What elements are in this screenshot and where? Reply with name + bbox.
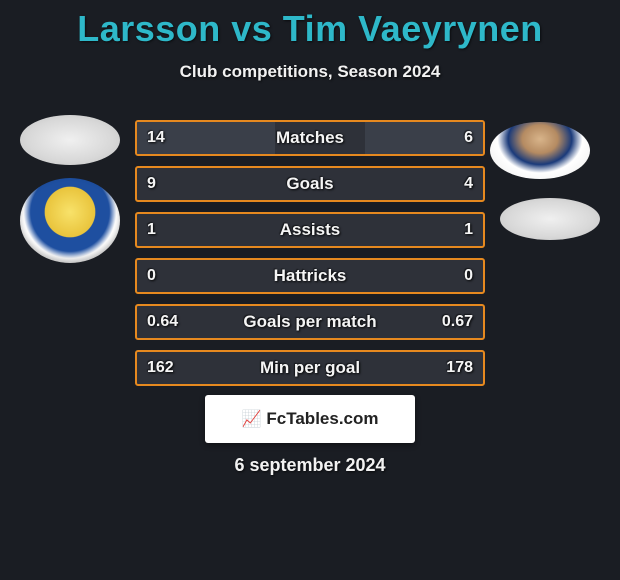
player-right-avatar <box>490 122 590 179</box>
stat-label: Matches <box>137 122 483 154</box>
stat-row: 0.64Goals per match0.67 <box>135 304 485 340</box>
chart-icon: 📈 <box>241 409 260 429</box>
stat-value-right: 0 <box>464 260 473 292</box>
stat-row: 0Hattricks0 <box>135 258 485 294</box>
stat-row: 1Assists1 <box>135 212 485 248</box>
stat-label: Min per goal <box>137 352 483 384</box>
stat-row: 162Min per goal178 <box>135 350 485 386</box>
stat-label: Hattricks <box>137 260 483 292</box>
player-right-club-badge <box>500 198 600 240</box>
stat-value-right: 6 <box>464 122 473 154</box>
stat-label: Assists <box>137 214 483 246</box>
comparison-chart: 14Matches69Goals41Assists10Hattricks00.6… <box>135 120 485 396</box>
stat-label: Goals per match <box>137 306 483 338</box>
stat-value-right: 1 <box>464 214 473 246</box>
stat-row: 9Goals4 <box>135 166 485 202</box>
stat-label: Goals <box>137 168 483 200</box>
date-label: 6 september 2024 <box>0 455 620 476</box>
player-left-club-badge <box>20 178 120 263</box>
page-title: Larsson vs Tim Vaeyrynen <box>0 0 620 50</box>
player-left-avatar <box>20 115 120 165</box>
stat-row: 14Matches6 <box>135 120 485 156</box>
stat-value-right: 4 <box>464 168 473 200</box>
brand-badge: 📈 FcTables.com <box>205 395 415 443</box>
brand-label: FcTables.com <box>266 409 378 429</box>
subtitle: Club competitions, Season 2024 <box>0 62 620 82</box>
stat-value-right: 178 <box>446 352 473 384</box>
stat-value-right: 0.67 <box>442 306 473 338</box>
